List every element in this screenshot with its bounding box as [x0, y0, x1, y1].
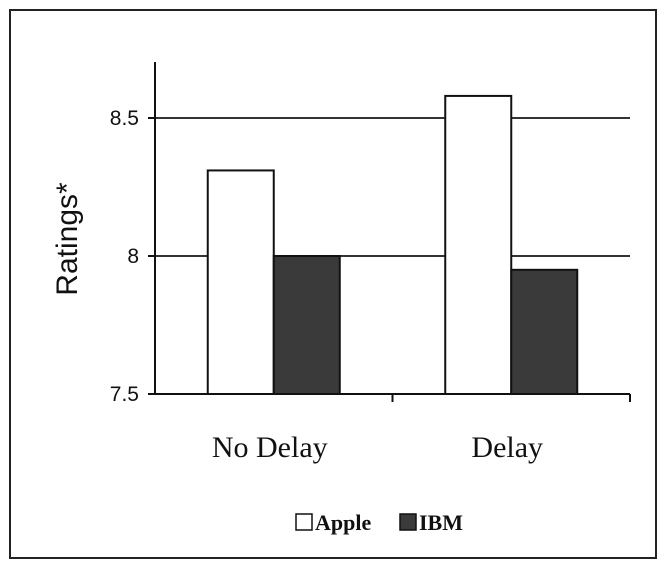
legend-label-ibm: IBM: [419, 510, 463, 535]
y-axis-label: Ratings*: [51, 182, 84, 296]
legend: Apple IBM: [295, 510, 463, 535]
y-ticks: 7.5 8 8.5: [110, 107, 155, 406]
legend-label-apple: Apple: [315, 510, 371, 535]
legend-swatch-apple: [295, 513, 313, 531]
x-tick-labels: No Delay Delay: [212, 431, 543, 464]
bars: [206, 94, 631, 402]
bar-ibm-no-delay: [272, 255, 341, 395]
legend-swatch-ibm: [399, 513, 417, 531]
bar-apple-no-delay: [206, 169, 275, 395]
x-tick-label: No Delay: [212, 431, 328, 464]
bar-apple-delay: [444, 94, 513, 395]
y-tick-label: 7.5: [110, 383, 139, 406]
y-tick-label: 8.5: [110, 107, 139, 130]
bar-ibm-delay: [510, 268, 579, 395]
x-tick-label: Delay: [471, 431, 543, 464]
y-tick-label: 8: [127, 245, 139, 268]
